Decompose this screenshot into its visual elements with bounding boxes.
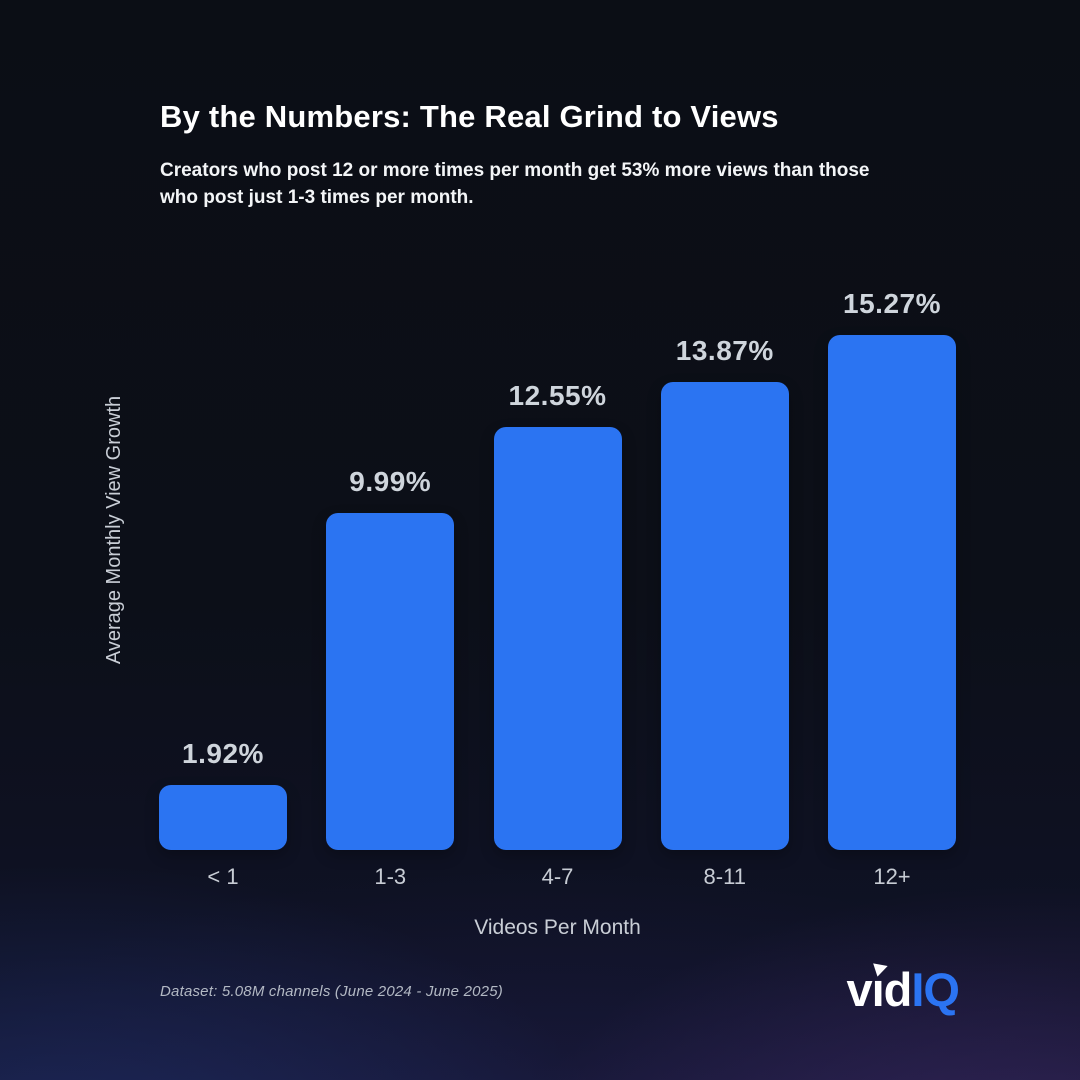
y-axis-label: Average Monthly View Growth	[103, 395, 125, 665]
bar-value-label: 13.87%	[675, 335, 774, 366]
bar-value-label: 15.27%	[843, 288, 941, 319]
bar-value-label: 1.92%	[182, 738, 264, 769]
bar-group-12+: 15.27%	[828, 288, 956, 850]
logo-word-iq: IQ	[911, 963, 960, 1016]
logo-word-vid: vıd	[846, 959, 912, 1017]
dataset-note: Dataset: 5.08M channels (June 2024 - Jun…	[160, 983, 503, 1000]
x-axis-label: Videos Per Month	[474, 916, 641, 939]
x-tick-label: 12+	[873, 864, 911, 889]
page-title: By the Numbers: The Real Grind to Views	[160, 99, 779, 134]
x-tick-label: 1-3	[374, 864, 407, 889]
bar-value-label: 12.55%	[508, 380, 607, 411]
bar	[828, 335, 956, 850]
x-axis-tick-labels: < 1 1-3 4-7 8-11 12+	[159, 864, 956, 890]
page-subtitle: Creators who post 12 or more times per m…	[160, 160, 870, 208]
bar-group-< 1: 1.92%	[159, 738, 287, 850]
bar-chart-plot-area: 1.92% 9.99% 12.55% 13.87% 15.27%	[159, 270, 956, 850]
bar-group-1-3: 9.99%	[326, 466, 455, 850]
bar	[493, 427, 622, 850]
bar	[660, 382, 789, 850]
x-tick-label: 4-7	[541, 864, 574, 889]
bar-group-4-7: 12.55%	[493, 380, 622, 850]
x-tick-label: < 1	[207, 864, 239, 889]
vidiq-logo: vıd IQ	[846, 959, 960, 1017]
bar-value-label: 9.99%	[349, 466, 432, 497]
x-tick-label: 8-11	[703, 864, 746, 889]
bar-group-8-11: 13.87%	[660, 335, 789, 850]
bar	[159, 785, 287, 850]
bar	[326, 513, 455, 850]
